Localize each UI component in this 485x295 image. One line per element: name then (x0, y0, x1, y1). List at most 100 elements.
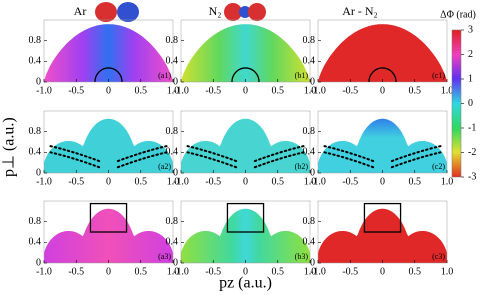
x-tick-label: -0.5 (205, 85, 221, 96)
x-tick-label: 0.5 (272, 85, 285, 96)
highlight-box (226, 202, 265, 233)
y-tick-label: 0 (173, 257, 178, 268)
x-tick-label: 0.5 (409, 266, 422, 277)
y-tick-label: 0 (36, 167, 41, 178)
y-tick-label: 0 (310, 167, 315, 178)
x-tick-label: 1.0 (304, 176, 317, 187)
x-tick-label: -0.5 (68, 266, 84, 277)
x-tick-label: 0.5 (409, 85, 422, 96)
x-tick-label: 0 (106, 176, 111, 187)
column-title: Ar - N₂ (342, 4, 378, 18)
y-tick-label: 0.4 (166, 147, 179, 158)
dotted-curve (323, 145, 376, 163)
heatmap-field (181, 24, 310, 83)
x-tick-label: -0.5 (205, 266, 221, 277)
colorbar-tick-label: 0 (468, 98, 473, 109)
y-tick-label: 0.8 (29, 126, 42, 137)
dotted-curve (49, 145, 102, 163)
x-tick-label: -0.5 (342, 266, 358, 277)
dotted-curve (389, 145, 442, 163)
dotted-curve (115, 151, 168, 169)
y-tick-label: 0 (310, 257, 315, 268)
y-tick-label: 0.4 (29, 237, 42, 248)
panel-label: (a2) (158, 162, 171, 171)
colorbar-tick-label: 3 (468, 24, 473, 35)
x-tick-label: -0.5 (68, 85, 84, 96)
x-tick-label: 0.5 (135, 85, 148, 96)
x-tick-label: -1.0 (173, 85, 189, 96)
y-tick-label: 0 (36, 257, 41, 268)
colorbar-tick-label: 2 (468, 49, 473, 60)
semicircle (94, 67, 123, 83)
colorbar-tick-label: -2 (468, 147, 476, 158)
x-tick-label: 0 (243, 266, 248, 277)
panel-label: (b2) (295, 162, 309, 171)
y-axis-label: p⊥ (a.u.) (1, 117, 18, 177)
dotted-curve (389, 151, 442, 169)
y-tick-label: 0.8 (166, 35, 179, 46)
y-tick-label: 0.8 (303, 35, 316, 46)
x-tick-label: 1.0 (304, 266, 317, 277)
panel-label: (c3) (432, 252, 445, 261)
y-tick-label: 0.4 (303, 237, 316, 248)
column-title: Ar (74, 4, 87, 18)
x-tick-label: -1.0 (310, 176, 326, 187)
y-tick-label: 0.4 (166, 56, 179, 67)
x-tick-label: 0.5 (409, 176, 422, 187)
dotted-curve (323, 151, 376, 169)
x-tick-label: -1.0 (36, 85, 52, 96)
x-tick-label: 0 (243, 176, 248, 187)
heatmap-field (44, 24, 173, 83)
y-tick-label: 0.8 (166, 216, 179, 227)
semicircle (231, 67, 260, 83)
heatmap-field (181, 118, 310, 173)
y-tick-label: 0.8 (29, 216, 42, 227)
x-tick-label: 0.5 (135, 266, 148, 277)
highlight-box (89, 202, 128, 233)
x-tick-label: 1.0 (167, 85, 180, 96)
x-tick-label: 1.0 (441, 176, 454, 187)
colorbar-title: ΔΦ (rad) (440, 9, 476, 20)
y-tick-label: 0.8 (303, 216, 316, 227)
panel-label: (c2) (432, 162, 445, 171)
semicircle (368, 67, 397, 83)
x-tick-label: 0 (380, 176, 385, 187)
heatmap-field (318, 24, 447, 83)
x-tick-label: 1.0 (441, 266, 454, 277)
x-tick-label: 0 (106, 266, 111, 277)
x-tick-label: -1.0 (310, 266, 326, 277)
y-tick-label: 0 (36, 76, 41, 87)
y-tick-label: 0 (310, 76, 315, 87)
highlight-box (363, 202, 402, 233)
x-tick-label: 0 (380, 266, 385, 277)
heatmap-field (44, 208, 173, 263)
panel-label: (a1) (158, 71, 171, 80)
dotted-curve (186, 151, 239, 169)
x-tick-label: 0 (106, 85, 111, 96)
x-tick-label: -0.5 (68, 176, 84, 187)
x-tick-label: 0.5 (272, 266, 285, 277)
x-tick-label: 1.0 (167, 176, 180, 187)
column-title: N₂ (209, 4, 222, 18)
y-tick-label: 0 (173, 76, 178, 87)
y-tick-label: 0.8 (166, 126, 179, 137)
heatmap-field (181, 208, 310, 263)
x-tick-label: -0.5 (342, 85, 358, 96)
heatmap-field (44, 118, 173, 173)
x-tick-label: -1.0 (310, 85, 326, 96)
panel-label: (b3) (295, 252, 309, 261)
y-tick-label: 0.8 (29, 35, 42, 46)
x-tick-label: -0.5 (342, 176, 358, 187)
x-tick-label: -1.0 (173, 176, 189, 187)
y-tick-label: 0.4 (303, 56, 316, 67)
colorbar-tick-label: 1 (468, 73, 473, 84)
x-tick-label: -1.0 (36, 266, 52, 277)
x-tick-label: -1.0 (173, 266, 189, 277)
x-tick-label: -1.0 (36, 176, 52, 187)
x-tick-label: 0.5 (135, 176, 148, 187)
y-tick-label: 0.4 (29, 147, 42, 158)
heatmap-field (318, 208, 447, 263)
y-tick-label: 0.8 (303, 126, 316, 137)
panel-label: (a3) (158, 252, 171, 261)
x-tick-label: 1.0 (167, 266, 180, 277)
